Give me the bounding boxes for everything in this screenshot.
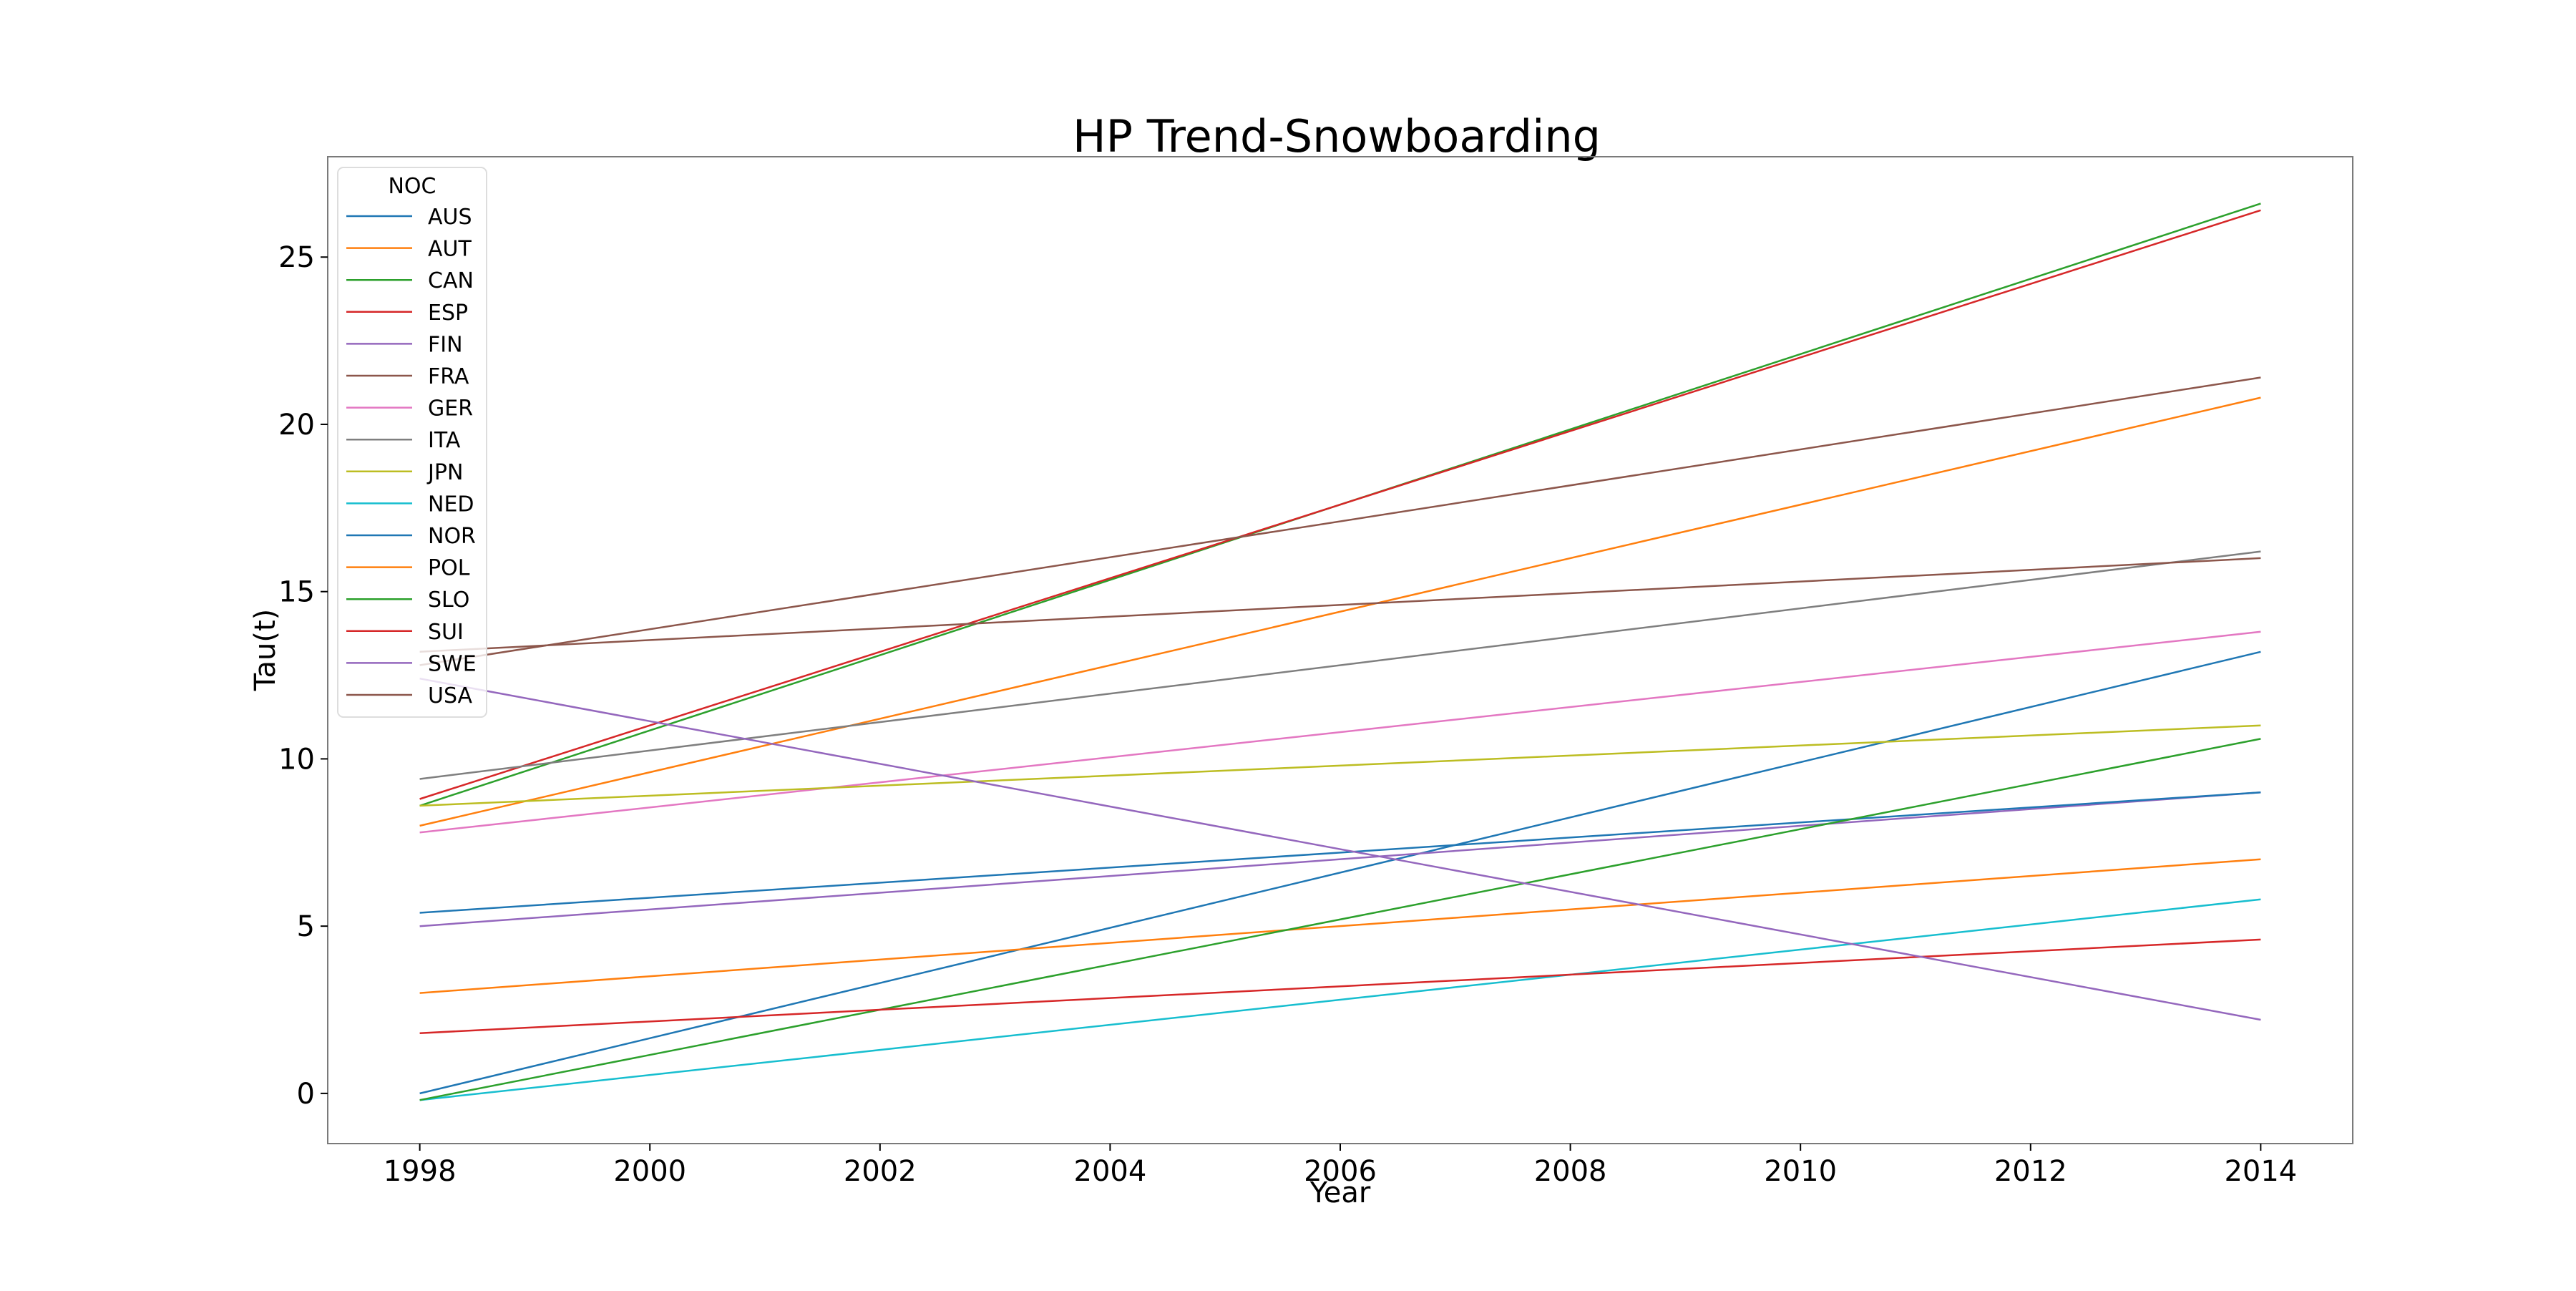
legend-label-fin: FIN bbox=[428, 332, 463, 357]
series-line-swe bbox=[419, 677, 2261, 1021]
plot-area bbox=[327, 156, 2353, 1144]
x-tick-label: 1998 bbox=[384, 1155, 457, 1188]
series-line-ned bbox=[419, 898, 2261, 1101]
legend-label-pol: POL bbox=[428, 556, 470, 581]
series-line-sui bbox=[419, 938, 2261, 1034]
y-tick-label: 20 bbox=[278, 409, 315, 442]
y-tick-label: 5 bbox=[297, 910, 315, 943]
legend-label-aus: AUS bbox=[428, 205, 472, 230]
legend-label-ita: ITA bbox=[428, 428, 461, 453]
x-tick-label: 2006 bbox=[1304, 1155, 1377, 1188]
x-tick-label: 2002 bbox=[844, 1155, 917, 1188]
y-tick-label: 0 bbox=[297, 1078, 315, 1111]
legend-title: NOC bbox=[388, 174, 436, 199]
legend-items: AUS AUT CAN ESP FIN FRA GER ITA JPN NED NOR POL SLO S… bbox=[346, 205, 477, 708]
series-line-ita bbox=[419, 550, 2261, 780]
x-tick-label: 2012 bbox=[1994, 1155, 2067, 1188]
legend-label-nor: NOR bbox=[428, 524, 476, 549]
legend-label-ger: GER bbox=[428, 396, 473, 422]
legend-label-ned: NED bbox=[428, 492, 474, 517]
legend-label-swe: SWE bbox=[428, 651, 477, 676]
legend-label-esp: ESP bbox=[428, 301, 468, 326]
x-tick-label: 2004 bbox=[1074, 1155, 1147, 1188]
x-tick-label: 2008 bbox=[1534, 1155, 1607, 1188]
series-line-pol bbox=[419, 858, 2261, 994]
series-line-usa bbox=[419, 557, 2261, 653]
chart-title: HP Trend-Snowboarding bbox=[1073, 110, 1601, 162]
series-layer bbox=[419, 203, 2261, 1101]
x-axis: 1998 2000 2002 2004 2006 2008 2010 2012 2014 bbox=[384, 1144, 2297, 1188]
y-axis: 0 5 10 15 20 25 bbox=[278, 241, 328, 1111]
y-axis-label: Tau(t) bbox=[249, 609, 282, 692]
y-tick-label: 25 bbox=[278, 241, 315, 274]
series-line-aut bbox=[419, 396, 2261, 827]
series-line-nor bbox=[419, 791, 2261, 914]
legend-label-usa: USA bbox=[428, 683, 473, 708]
series-line-aus bbox=[419, 651, 2261, 1095]
legend-label-jpn: JPN bbox=[426, 460, 463, 485]
legend-box bbox=[337, 167, 487, 718]
series-line-esp bbox=[419, 209, 2261, 800]
legend: NOC AUS AUT CAN ESP FIN FRA GER ITA JPN NED NOR POL… bbox=[337, 167, 487, 718]
x-tick-label: 2000 bbox=[613, 1155, 686, 1188]
x-tick-label: 2014 bbox=[2224, 1155, 2297, 1188]
y-tick-label: 10 bbox=[278, 743, 315, 776]
legend-label-slo: SLO bbox=[428, 588, 469, 613]
legend-label-fra: FRA bbox=[428, 364, 469, 389]
x-axis-label: Year bbox=[1309, 1176, 1371, 1209]
series-line-slo bbox=[419, 738, 2261, 1101]
legend-label-can: CAN bbox=[428, 268, 474, 293]
series-line-fin bbox=[419, 791, 2261, 927]
series-line-jpn bbox=[419, 724, 2261, 807]
legend-label-aut: AUT bbox=[428, 237, 472, 262]
series-line-fra bbox=[419, 376, 2261, 666]
y-tick-label: 15 bbox=[278, 576, 315, 609]
series-line-ger bbox=[419, 630, 2261, 834]
legend-label-sui: SUI bbox=[428, 620, 464, 645]
x-tick-label: 2010 bbox=[1764, 1155, 1837, 1188]
